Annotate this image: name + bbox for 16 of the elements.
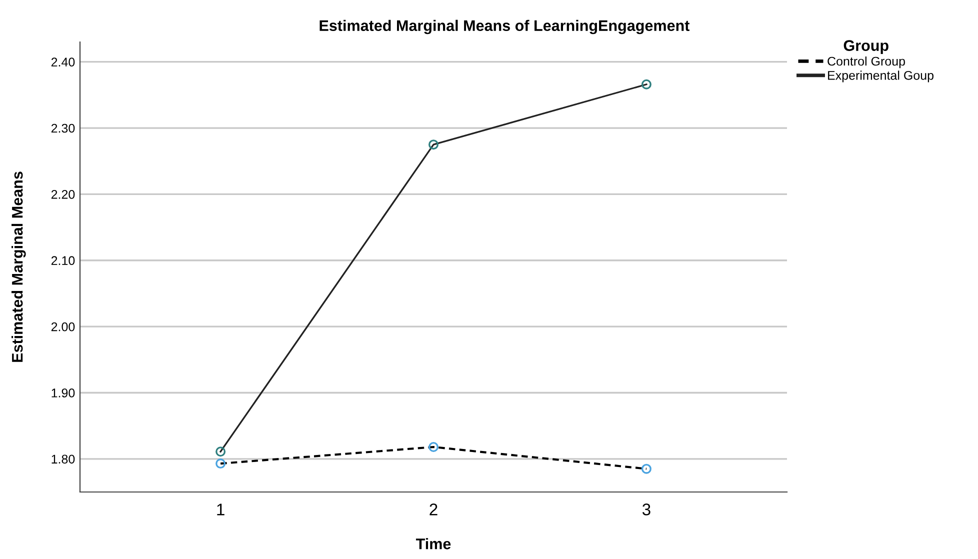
y-tick-label: 2.20 — [51, 190, 75, 199]
legend-title: Group — [844, 40, 888, 54]
y-tick-label: 2.40 — [51, 58, 75, 67]
x-tick-label: 2 — [430, 504, 438, 516]
x-tick-label: 1 — [217, 504, 224, 516]
chart-title: Estimated Marginal Means of LearningEngagement — [320, 20, 690, 34]
y-tick-label: 2.30 — [51, 124, 75, 133]
legend-label: Control Group — [828, 56, 905, 68]
x-axis-title: Time — [416, 538, 451, 550]
y-tick-label: 2.10 — [51, 256, 75, 266]
x-tick-label: 3 — [642, 504, 650, 516]
y-tick-label: 2.00 — [51, 322, 75, 332]
y-tick-label: 1.80 — [52, 454, 75, 464]
legend-label: Experimental Goup — [828, 70, 934, 82]
y-axis-title: Estimated Marginal Means — [12, 172, 26, 362]
y-tick-label: 1.90 — [52, 388, 75, 398]
